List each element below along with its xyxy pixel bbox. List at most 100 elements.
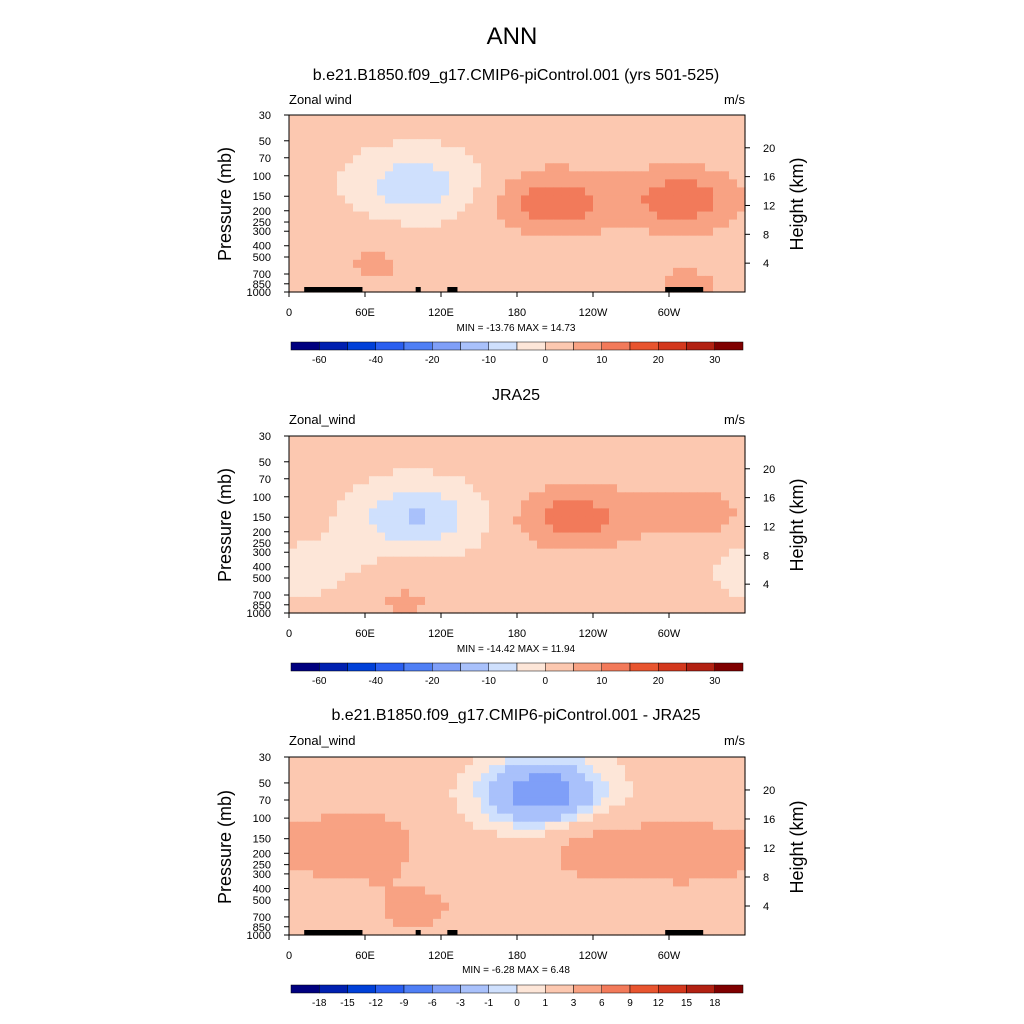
contour-cell: [665, 227, 674, 237]
contour-cell: [409, 251, 418, 261]
contour-cell: [377, 219, 386, 229]
contour-cell: [537, 878, 546, 888]
contour-cell: [601, 910, 610, 920]
contour-cell: [729, 910, 738, 920]
contour-cell: [409, 436, 418, 445]
contour-cell: [577, 564, 586, 574]
contour-cell: [689, 436, 698, 445]
contour-cell: [369, 572, 378, 582]
contour-cell: [569, 500, 578, 510]
contour-cell: [617, 508, 626, 518]
contour-cell: [705, 179, 714, 189]
contour-cell: [385, 187, 394, 197]
contour-cell: [481, 500, 490, 510]
contour-cell: [321, 588, 330, 598]
contour-cell: [697, 235, 706, 245]
contour-cell: [705, 115, 714, 124]
contour-cell: [553, 452, 562, 461]
contour-cell: [553, 508, 562, 518]
contour-cell: [457, 219, 466, 229]
contour-cell: [369, 219, 378, 229]
contour-cell: [385, 918, 394, 928]
contour-cell: [465, 283, 474, 293]
contour-cell: [593, 854, 602, 863]
panel-1-units: m/s: [724, 92, 745, 107]
contour-cell: [353, 123, 362, 132]
contour-cell: [489, 757, 498, 766]
contour-cell: [617, 854, 626, 863]
contour-cell: [673, 460, 682, 469]
contour-cell: [593, 267, 602, 277]
contour-cell: [601, 797, 610, 807]
contour-cell: [329, 797, 338, 807]
contour-cell: [729, 211, 738, 221]
contour-cell: [505, 251, 514, 261]
contour-cell: [681, 219, 690, 229]
contour-cell: [617, 588, 626, 598]
contour-cell: [705, 797, 714, 807]
contour-cell: [593, 219, 602, 229]
contour-cell: [521, 886, 530, 896]
contour-cell: [665, 468, 674, 477]
contour-cell: [337, 123, 346, 132]
contour-cell: [297, 436, 306, 445]
contour-cell: [449, 219, 458, 229]
contour-cell: [297, 460, 306, 469]
contour-cell: [361, 275, 370, 285]
contour-cell: [673, 837, 682, 847]
contour-cell: [337, 436, 346, 445]
contour-cell: [457, 846, 466, 855]
contour-cell: [329, 532, 338, 542]
contour-cell: [361, 155, 370, 164]
contour-cell: [289, 508, 298, 518]
contour-cell: [425, 147, 434, 156]
contour-cell: [433, 275, 442, 285]
contour-cell: [601, 444, 610, 453]
colorbar-box: [403, 984, 433, 994]
contour-cell: [361, 572, 370, 582]
contour-cell: [705, 516, 714, 526]
contour-cell: [561, 532, 570, 542]
contour-cell: [481, 797, 490, 807]
contour-cell: [297, 532, 306, 542]
contour-cell: [705, 846, 714, 855]
contour-cell: [689, 765, 698, 774]
contour-cell: [345, 211, 354, 221]
contour-cell: [481, 781, 490, 790]
contour-cell: [737, 910, 746, 920]
contour-cell: [449, 789, 458, 799]
contour-cell: [449, 556, 458, 566]
contour-cell: [601, 765, 610, 774]
contour-cell: [649, 259, 658, 269]
contour-cell: [697, 596, 706, 606]
contour-cell: [473, 123, 482, 132]
contour-cell: [529, 870, 538, 879]
contour-cell: [657, 524, 666, 534]
topography-mask: [665, 930, 704, 935]
contour-cell: [297, 918, 306, 928]
contour-cell: [521, 163, 530, 172]
contour-cell: [513, 476, 522, 485]
contour-cell: [481, 131, 490, 140]
contour-cell: [657, 187, 666, 197]
contour-cell: [353, 604, 362, 614]
contour-cell: [689, 267, 698, 277]
contour-cell: [633, 468, 642, 477]
contour-cell: [329, 556, 338, 566]
contour-cell: [689, 251, 698, 261]
contour-cell: [569, 243, 578, 253]
contour-cell: [657, 171, 666, 180]
contour-cell: [505, 235, 514, 245]
contour-cell: [633, 516, 642, 526]
contour-cell: [537, 805, 546, 815]
contour-cell: [529, 275, 538, 285]
contour-cell: [417, 211, 426, 221]
y-tick-label: 100: [253, 492, 271, 504]
contour-cell: [649, 219, 658, 229]
contour-cell: [649, 765, 658, 774]
contour-cell: [377, 139, 386, 148]
contour-cell: [529, 235, 538, 245]
contour-cell: [617, 484, 626, 493]
contour-cell: [297, 195, 306, 205]
contour-cell: [641, 179, 650, 189]
